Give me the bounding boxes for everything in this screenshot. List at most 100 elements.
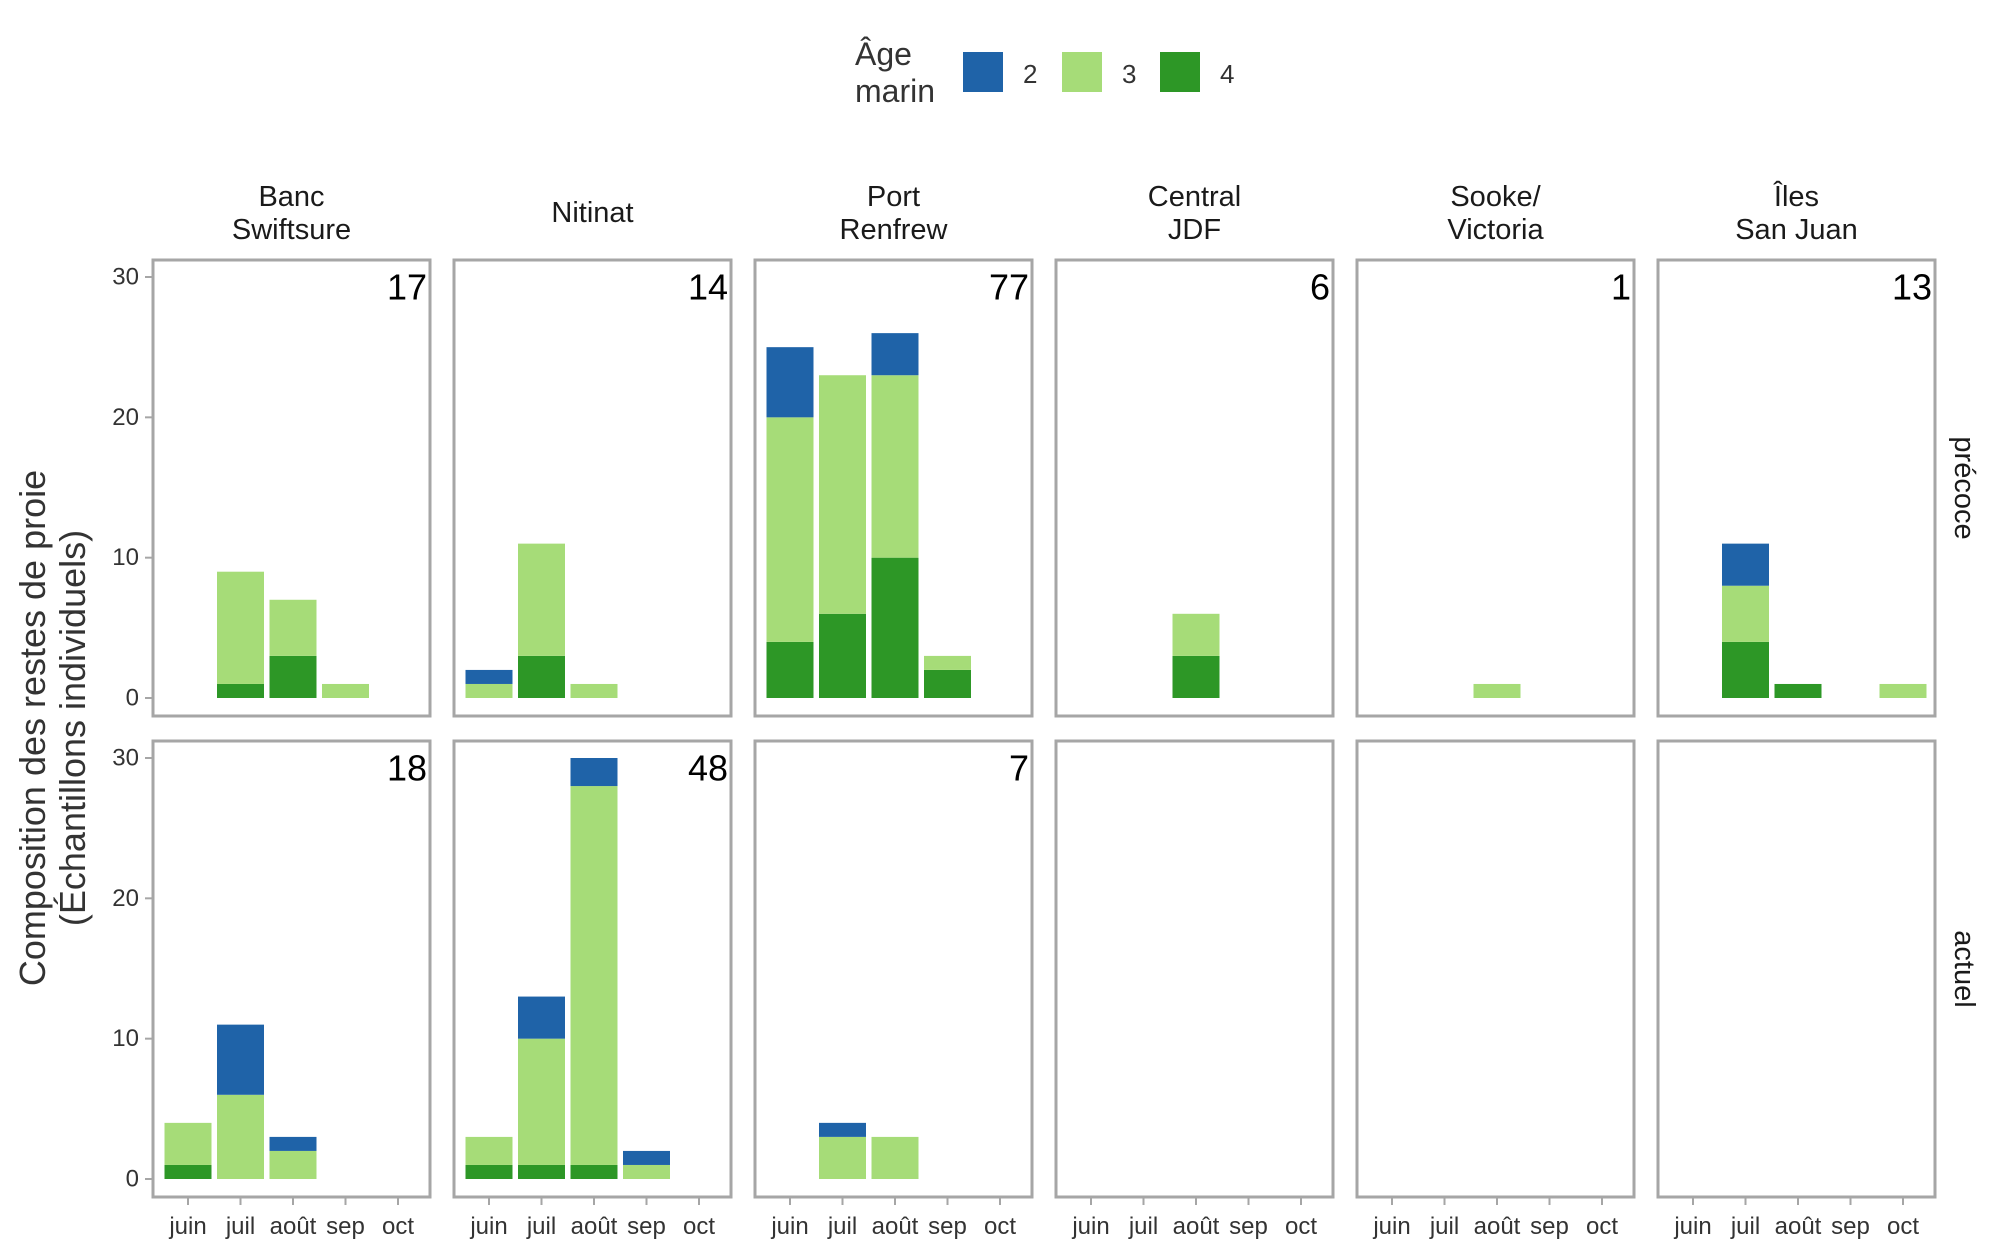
x-tick-label: juin: [1071, 1213, 1109, 1240]
bar-age-2: [269, 1136, 317, 1151]
x-tick-label: sep: [1229, 1213, 1268, 1240]
x-tick-label: oct: [1285, 1213, 1317, 1240]
x-tick-label: juin: [1372, 1213, 1410, 1240]
bar-age-3: [217, 1094, 264, 1179]
bar-age-2: [1722, 543, 1769, 586]
bar-age-4: [1774, 683, 1822, 698]
bar-age-3: [322, 683, 369, 698]
column-strip-label: Nitinat: [551, 197, 633, 229]
bar-age-3: [465, 683, 513, 698]
bar-age-4: [819, 613, 866, 698]
bar-age-3: [1879, 683, 1927, 698]
panel-count-label: 13: [1892, 267, 1932, 308]
y-tick-label: 10: [112, 544, 139, 571]
x-tick-label: juin: [770, 1213, 808, 1240]
panel-border: [1355, 739, 1636, 1199]
column-strip-label: Port Renfrew: [840, 181, 949, 246]
x-tick-label: juil: [1730, 1213, 1760, 1240]
bar-age-2: [518, 996, 565, 1039]
x-tick-label: oct: [382, 1213, 414, 1240]
panel-border: [1054, 739, 1335, 1199]
bar-age-2: [217, 1024, 264, 1095]
bar-age-4: [518, 1164, 565, 1179]
bar-age-3: [924, 655, 971, 670]
row-strip-label: actuel: [1948, 930, 1980, 1007]
x-tick-label: juil: [827, 1213, 857, 1240]
x-tick-label: sep: [928, 1213, 967, 1240]
bar-age-3: [766, 417, 814, 642]
bar-age-3: [871, 1136, 919, 1179]
legend-title-line: Âge: [855, 36, 912, 72]
y-tick-label: 30: [112, 264, 139, 291]
bar-age-3: [518, 1038, 565, 1165]
x-tick-label: sep: [1530, 1213, 1569, 1240]
bar-age-4: [1172, 655, 1220, 698]
bar-age-3: [570, 786, 618, 1165]
panel-count-label: 48: [688, 748, 728, 789]
y-tick-label: 30: [112, 745, 139, 772]
bar-age-4: [1722, 641, 1769, 698]
bar-age-4: [570, 1164, 618, 1179]
legend-key-2: [963, 52, 1003, 92]
y-axis-title-line: Composition des restes de proie: [12, 470, 53, 986]
bar-age-4: [164, 1164, 212, 1179]
bar-age-2: [871, 333, 919, 376]
column-strip-label-line: Nitinat: [551, 197, 633, 229]
panel-border: [1656, 739, 1937, 1199]
bar-age-3: [518, 543, 565, 656]
panel-count-label: 14: [688, 267, 728, 308]
panel-count-label: 18: [387, 748, 427, 789]
panel-count-label: 6: [1310, 267, 1330, 308]
panel-count-label: 1: [1611, 267, 1631, 308]
x-tick-label: août: [1474, 1213, 1521, 1240]
bar-age-4: [871, 557, 919, 698]
legend-title: Âge marin: [855, 36, 935, 109]
panel-count-label: 77: [989, 267, 1029, 308]
panel-border: [753, 258, 1034, 718]
bar-age-3: [217, 571, 264, 684]
column-strip-label-line: Sooke/: [1450, 181, 1541, 213]
panel-border: [151, 258, 432, 718]
x-tick-label: sep: [1831, 1213, 1870, 1240]
y-tick-label: 20: [112, 404, 139, 431]
column-strip-label-line: Renfrew: [840, 214, 949, 246]
bar-age-3: [623, 1164, 670, 1179]
legend-label-4: 4: [1220, 59, 1234, 89]
column-strip-label-line: Central: [1148, 181, 1242, 213]
column-strip-label-line: Swiftsure: [232, 214, 351, 246]
x-tick-label: oct: [1586, 1213, 1618, 1240]
column-strip-label-line: San Juan: [1735, 214, 1858, 246]
bar-age-3: [819, 375, 866, 614]
x-tick-label: oct: [984, 1213, 1016, 1240]
panel-border: [1656, 258, 1937, 718]
bar-age-2: [570, 758, 618, 787]
y-tick-label: 0: [126, 685, 139, 712]
x-tick-label: juil: [526, 1213, 556, 1240]
x-tick-label: août: [1173, 1213, 1220, 1240]
x-tick-label: oct: [683, 1213, 715, 1240]
column-strip-label-line: Îles: [1773, 180, 1819, 213]
panel-border: [151, 739, 432, 1199]
bar-age-2: [819, 1122, 866, 1137]
bar-age-3: [1722, 585, 1769, 642]
bar-age-2: [766, 347, 814, 418]
bar-age-4: [924, 669, 971, 698]
legend-label-3: 3: [1122, 59, 1136, 89]
y-tick-label: 10: [112, 1025, 139, 1052]
bar-age-3: [819, 1136, 866, 1179]
legend-key-3: [1062, 52, 1102, 92]
x-tick-label: juil: [1429, 1213, 1459, 1240]
bar-age-4: [269, 655, 317, 698]
bar-age-4: [766, 641, 814, 698]
panel-border: [1355, 258, 1636, 718]
panel-border: [753, 739, 1034, 1199]
x-tick-label: août: [270, 1213, 317, 1240]
bar-age-3: [269, 1150, 317, 1179]
y-tick-label: 0: [126, 1166, 139, 1193]
legend-key-4: [1160, 52, 1200, 92]
column-strip-label-line: Victoria: [1447, 214, 1544, 246]
panel-border: [452, 258, 733, 718]
bar-age-4: [465, 1164, 513, 1179]
bar-age-3: [871, 375, 919, 558]
x-tick-label: juin: [168, 1213, 206, 1240]
